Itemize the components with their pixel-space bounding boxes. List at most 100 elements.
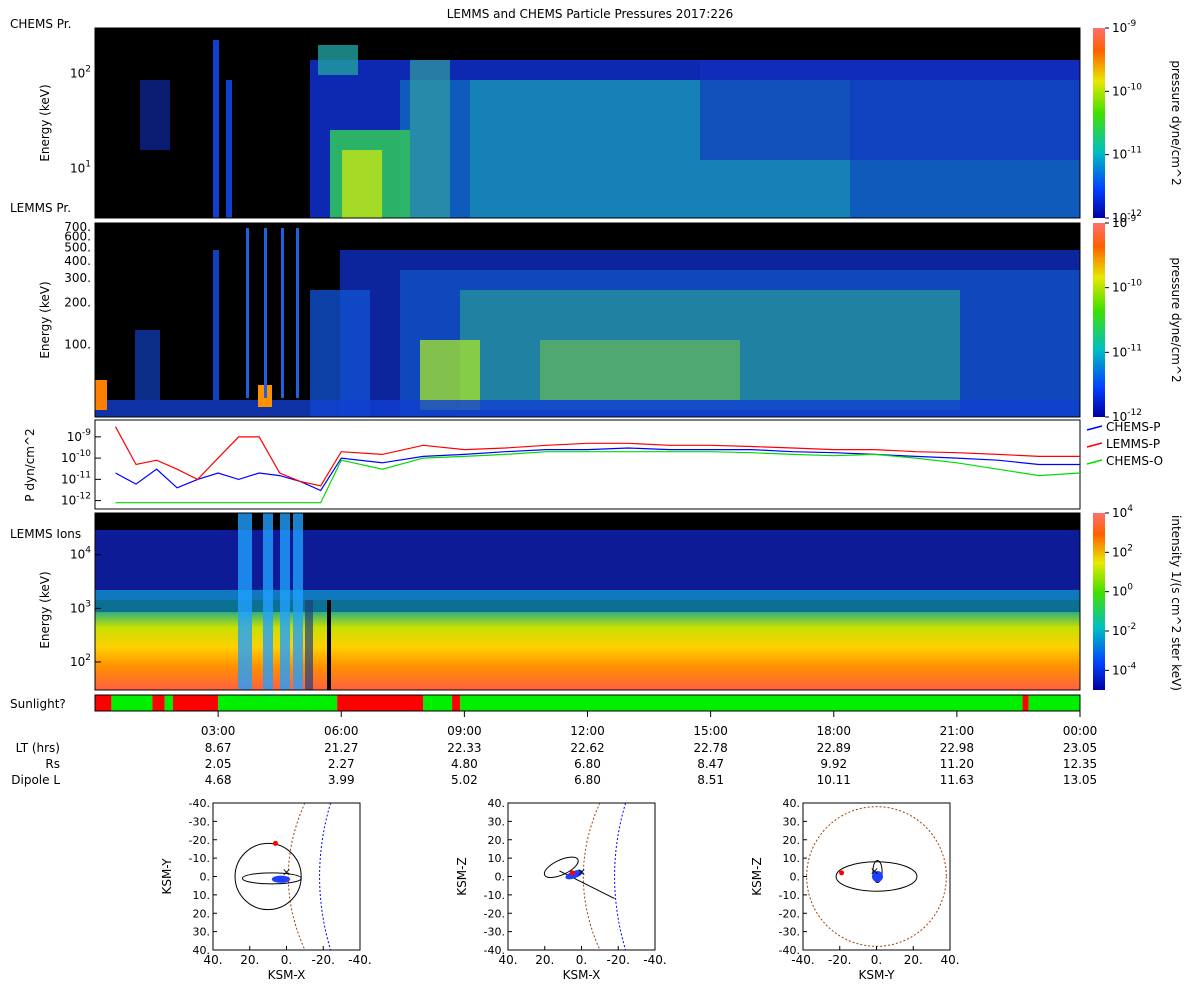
ephemeris-value: 2.05 <box>205 757 232 771</box>
spacecraft-position-marker <box>569 870 575 876</box>
legend-chems-o: CHEMS-O <box>1106 454 1163 468</box>
sunlight-segment-dark <box>172 695 219 711</box>
orbit-xtick-label: -20. <box>607 953 630 967</box>
sunlight-segment-lit <box>423 695 453 711</box>
colorbar-tick-label: 10-9 <box>1112 214 1137 230</box>
colorbar-tick-label: 10-11 <box>1112 343 1142 359</box>
orbit-ytick-label: -40. <box>779 944 800 957</box>
orbit-xtick-label: 20. <box>904 953 923 967</box>
orbit-xtick-label: -40. <box>348 953 371 967</box>
sunlight-segment-lit <box>218 695 338 711</box>
orbit-ytick-label: 20. <box>488 834 506 847</box>
magnetopause-boundary <box>582 803 601 950</box>
time-tick-label: 12:00 <box>570 724 605 738</box>
ephemeris-value: 10.11 <box>817 773 851 787</box>
series-chems-o <box>115 451 1081 504</box>
series-lemms-p <box>114 426 1080 487</box>
sunlight-panel: Sunlight? <box>10 694 1081 712</box>
chems-colorbar <box>1093 28 1105 218</box>
orbit-ytick-label: -30. <box>484 926 505 939</box>
ytick-label: 103 <box>70 599 91 615</box>
ephemeris-value: 11.63 <box>940 773 974 787</box>
start-marker-x: × <box>870 865 879 878</box>
legend-lemms-p: LEMMS-P <box>1106 437 1160 451</box>
orbit-xz: ×40. 20. 0. -20. -40.40.30.20.10.0.-10.-20.-… <box>455 797 667 982</box>
orbit-xtick-label: 0. <box>871 953 882 967</box>
bow-shock-boundary <box>319 803 332 950</box>
figure-title: LEMMS and CHEMS Particle Pressures 2017:… <box>447 7 734 21</box>
legend-swatch-chems-p <box>1086 425 1103 431</box>
colorbar-tick-label: 10-4 <box>1112 661 1137 677</box>
ytick-label: 10-10 <box>61 449 91 465</box>
lemms-ions-ylabel: Energy (keV) <box>38 571 52 648</box>
ephemeris-row-label: LT (hrs) <box>16 741 60 755</box>
sunlight-segment-lit <box>1028 695 1080 711</box>
ytick-label: 101 <box>70 159 91 175</box>
time-axis: 03:00 06:00 09:00 12:00 15:00 18:00 21:00 00:00 <box>201 711 1097 738</box>
colorbar-tick-label: 10-11 <box>1112 146 1142 162</box>
sunlight-segment-lit <box>111 695 153 711</box>
chems-spectrogram <box>140 40 1080 218</box>
legend-swatch-lemms-p <box>1086 442 1103 448</box>
orbit-ytick-label: 40. <box>488 797 506 810</box>
ephemeris-value: 22.78 <box>693 741 727 755</box>
orbit-ytick-label: -10. <box>189 852 210 865</box>
ephemeris-value: 22.62 <box>570 741 604 755</box>
ytick-label: 104 <box>70 546 91 562</box>
ytick-label: 10-11 <box>61 470 91 486</box>
ephemeris-value: 4.80 <box>451 757 478 771</box>
sunlight-segment-dark <box>337 695 424 711</box>
orbit-ytick-label: 40. <box>193 944 211 957</box>
orbit-xy: × 40. 20. 0. -20. -40. -40. -30. -20. -10. 0. 10. 20… <box>160 797 372 982</box>
ephemeris-value: 8.47 <box>697 757 724 771</box>
pressure-yaxis: 10-9 10-10 10-11 10-12 <box>61 428 101 508</box>
orbit-ylabel: KSM-Z <box>455 857 469 895</box>
orbit-xtick-label: 40. <box>498 953 517 967</box>
ytick-label: 10-12 <box>61 492 91 508</box>
orbit-xtick-label: 20. <box>535 953 554 967</box>
orbit-content: × <box>806 806 947 947</box>
orbit-track <box>835 861 918 892</box>
orbit-segment-blue <box>871 870 884 883</box>
orbit-ytick-label: 20. <box>783 834 801 847</box>
spacecraft-position-marker <box>272 840 278 846</box>
ephemeris-value: 21.27 <box>324 741 358 755</box>
chems-yaxis: 101 102 <box>70 64 101 175</box>
legend-chems-p: CHEMS-P <box>1106 420 1161 434</box>
sunlight-segment-dark <box>95 695 112 711</box>
orbit-ytick-label: -30. <box>189 815 210 828</box>
ytick-label: 102 <box>70 653 91 669</box>
orbit-ytick-label: -30. <box>779 926 800 939</box>
ytick-label: 600. <box>64 229 91 243</box>
orbit-segment-blue <box>565 869 583 880</box>
sunlight-segments <box>95 695 1080 711</box>
orbit-ytick-label: 30. <box>193 926 211 939</box>
ephemeris-value: 9.92 <box>820 757 847 771</box>
ephemeris-value: 5.02 <box>451 773 478 787</box>
pressure-line-panel: P dyn/cm^2 10-9 10-10 10-11 10-12 CHEMS-P L… <box>23 419 1163 510</box>
time-tick-label: 21:00 <box>940 724 975 738</box>
ephemeris-value: 23.05 <box>1063 741 1097 755</box>
orbit-track <box>241 872 302 885</box>
start-marker-x: × <box>282 866 291 879</box>
pressure-legend: CHEMS-P LEMMS-P CHEMS-O <box>1086 420 1163 468</box>
ephemeris-value: 13.05 <box>1063 773 1097 787</box>
lemms-ions-colorbar-label: intensity 1/(s cm^2 ster keV) <box>1169 515 1183 691</box>
orbit-xtick-label: -20. <box>828 953 851 967</box>
orbit-ytick-label: 30. <box>488 815 506 828</box>
lemms-ions-yaxis: 102 103 104 <box>70 546 101 669</box>
orbit-ytick-label: -20. <box>779 907 800 920</box>
chems-ylabel: Energy (keV) <box>38 84 52 161</box>
chems-corner-label: CHEMS Pr. <box>10 17 71 31</box>
orbit-ytick-label: 20. <box>193 907 211 920</box>
ytick-label: 200. <box>64 296 91 310</box>
orbit-xtick-label: 40. <box>203 953 222 967</box>
colorbar-tick-label: 100 <box>1112 583 1133 599</box>
orbit-xtick-label: -40. <box>791 953 814 967</box>
orbit-ytick-label: 0. <box>200 871 211 884</box>
ephemeris-value: 11.20 <box>940 757 974 771</box>
sunlight-segment-dark <box>452 695 461 711</box>
ytick-label: 10-9 <box>67 428 92 444</box>
